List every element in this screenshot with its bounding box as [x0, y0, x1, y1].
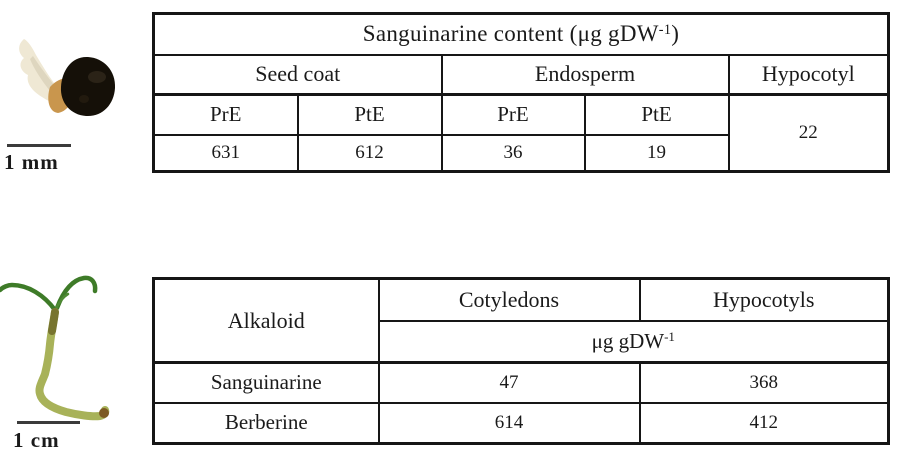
- seedling-root-tip: [99, 408, 109, 418]
- table1-group-endosperm: Endosperm: [440, 53, 730, 96]
- seed-coat-shape: [60, 56, 116, 117]
- table2-row-sanguinarine-cotyledons: 47: [377, 361, 641, 404]
- table1-group-seed-coat: Seed coat: [152, 53, 443, 96]
- table2-row-berberine-label: Berberine: [152, 401, 380, 445]
- table1-value-seedcoat-pte: 612: [296, 133, 443, 173]
- table2-row-berberine-cotyledons: 614: [377, 401, 641, 445]
- seedling-scale-label: 1 cm: [13, 428, 60, 452]
- table1-subheader-endosperm-pte: PtE: [583, 93, 730, 136]
- seedling-middle-shoot: [54, 292, 70, 311]
- table2-unit-cell: μg gDW-1: [377, 319, 890, 364]
- table2-unit-text: μg gDW: [591, 328, 665, 353]
- table2-header-cotyledons: Cotyledons: [377, 277, 641, 322]
- table1-title-text: Sanguinarine content (μg gDW: [362, 21, 659, 47]
- seed-scale-label: 1 mm: [4, 150, 59, 174]
- table2-header-alkaloid: Alkaloid: [152, 277, 380, 364]
- table1-subheader-seedcoat-pte: PtE: [296, 93, 443, 136]
- table2-row-sanguinarine-hypocotyls: 368: [638, 361, 890, 404]
- seed-scale-bar: [7, 144, 71, 147]
- alkaloid-content-table: Alkaloid Cotyledons Hypocotyls μg gDW-1 …: [152, 277, 890, 445]
- germinating-seed-photo: [19, 39, 116, 117]
- table1-title-cell: Sanguinarine content (μg gDW-1): [152, 12, 890, 56]
- table1-value-endosperm-pte: 19: [583, 133, 730, 173]
- table1-group-hypocotyl: Hypocotyl: [727, 53, 890, 96]
- seedling-right-leaf: [54, 275, 98, 311]
- table1-value-hypocotyl: 22: [727, 93, 890, 173]
- table1-value-endosperm-pre: 36: [440, 133, 586, 173]
- seedling-left-leaf: [0, 282, 58, 313]
- table1-subheader-seedcoat-pre: PrE: [152, 93, 299, 136]
- seedling-scale-bar: [17, 421, 80, 424]
- seedling-stem-collar: [48, 308, 59, 335]
- seed-highlight: [88, 71, 106, 83]
- table1-title-close: ): [671, 21, 680, 47]
- table2-row-sanguinarine-label: Sanguinarine: [152, 361, 380, 404]
- seedling-photo: [0, 275, 110, 421]
- table2-unit-superscript: -1: [664, 329, 675, 345]
- seed-speck: [79, 95, 89, 103]
- table1-value-seedcoat-pre: 631: [152, 133, 299, 173]
- table2-row-berberine-hypocotyls: 412: [638, 401, 890, 445]
- table1-subheader-endosperm-pre: PrE: [440, 93, 586, 136]
- sanguinarine-content-table: Sanguinarine content (μg gDW-1) Seed coa…: [152, 12, 891, 173]
- table1-title-superscript: -1: [658, 22, 672, 39]
- table2-header-hypocotyls: Hypocotyls: [638, 277, 890, 322]
